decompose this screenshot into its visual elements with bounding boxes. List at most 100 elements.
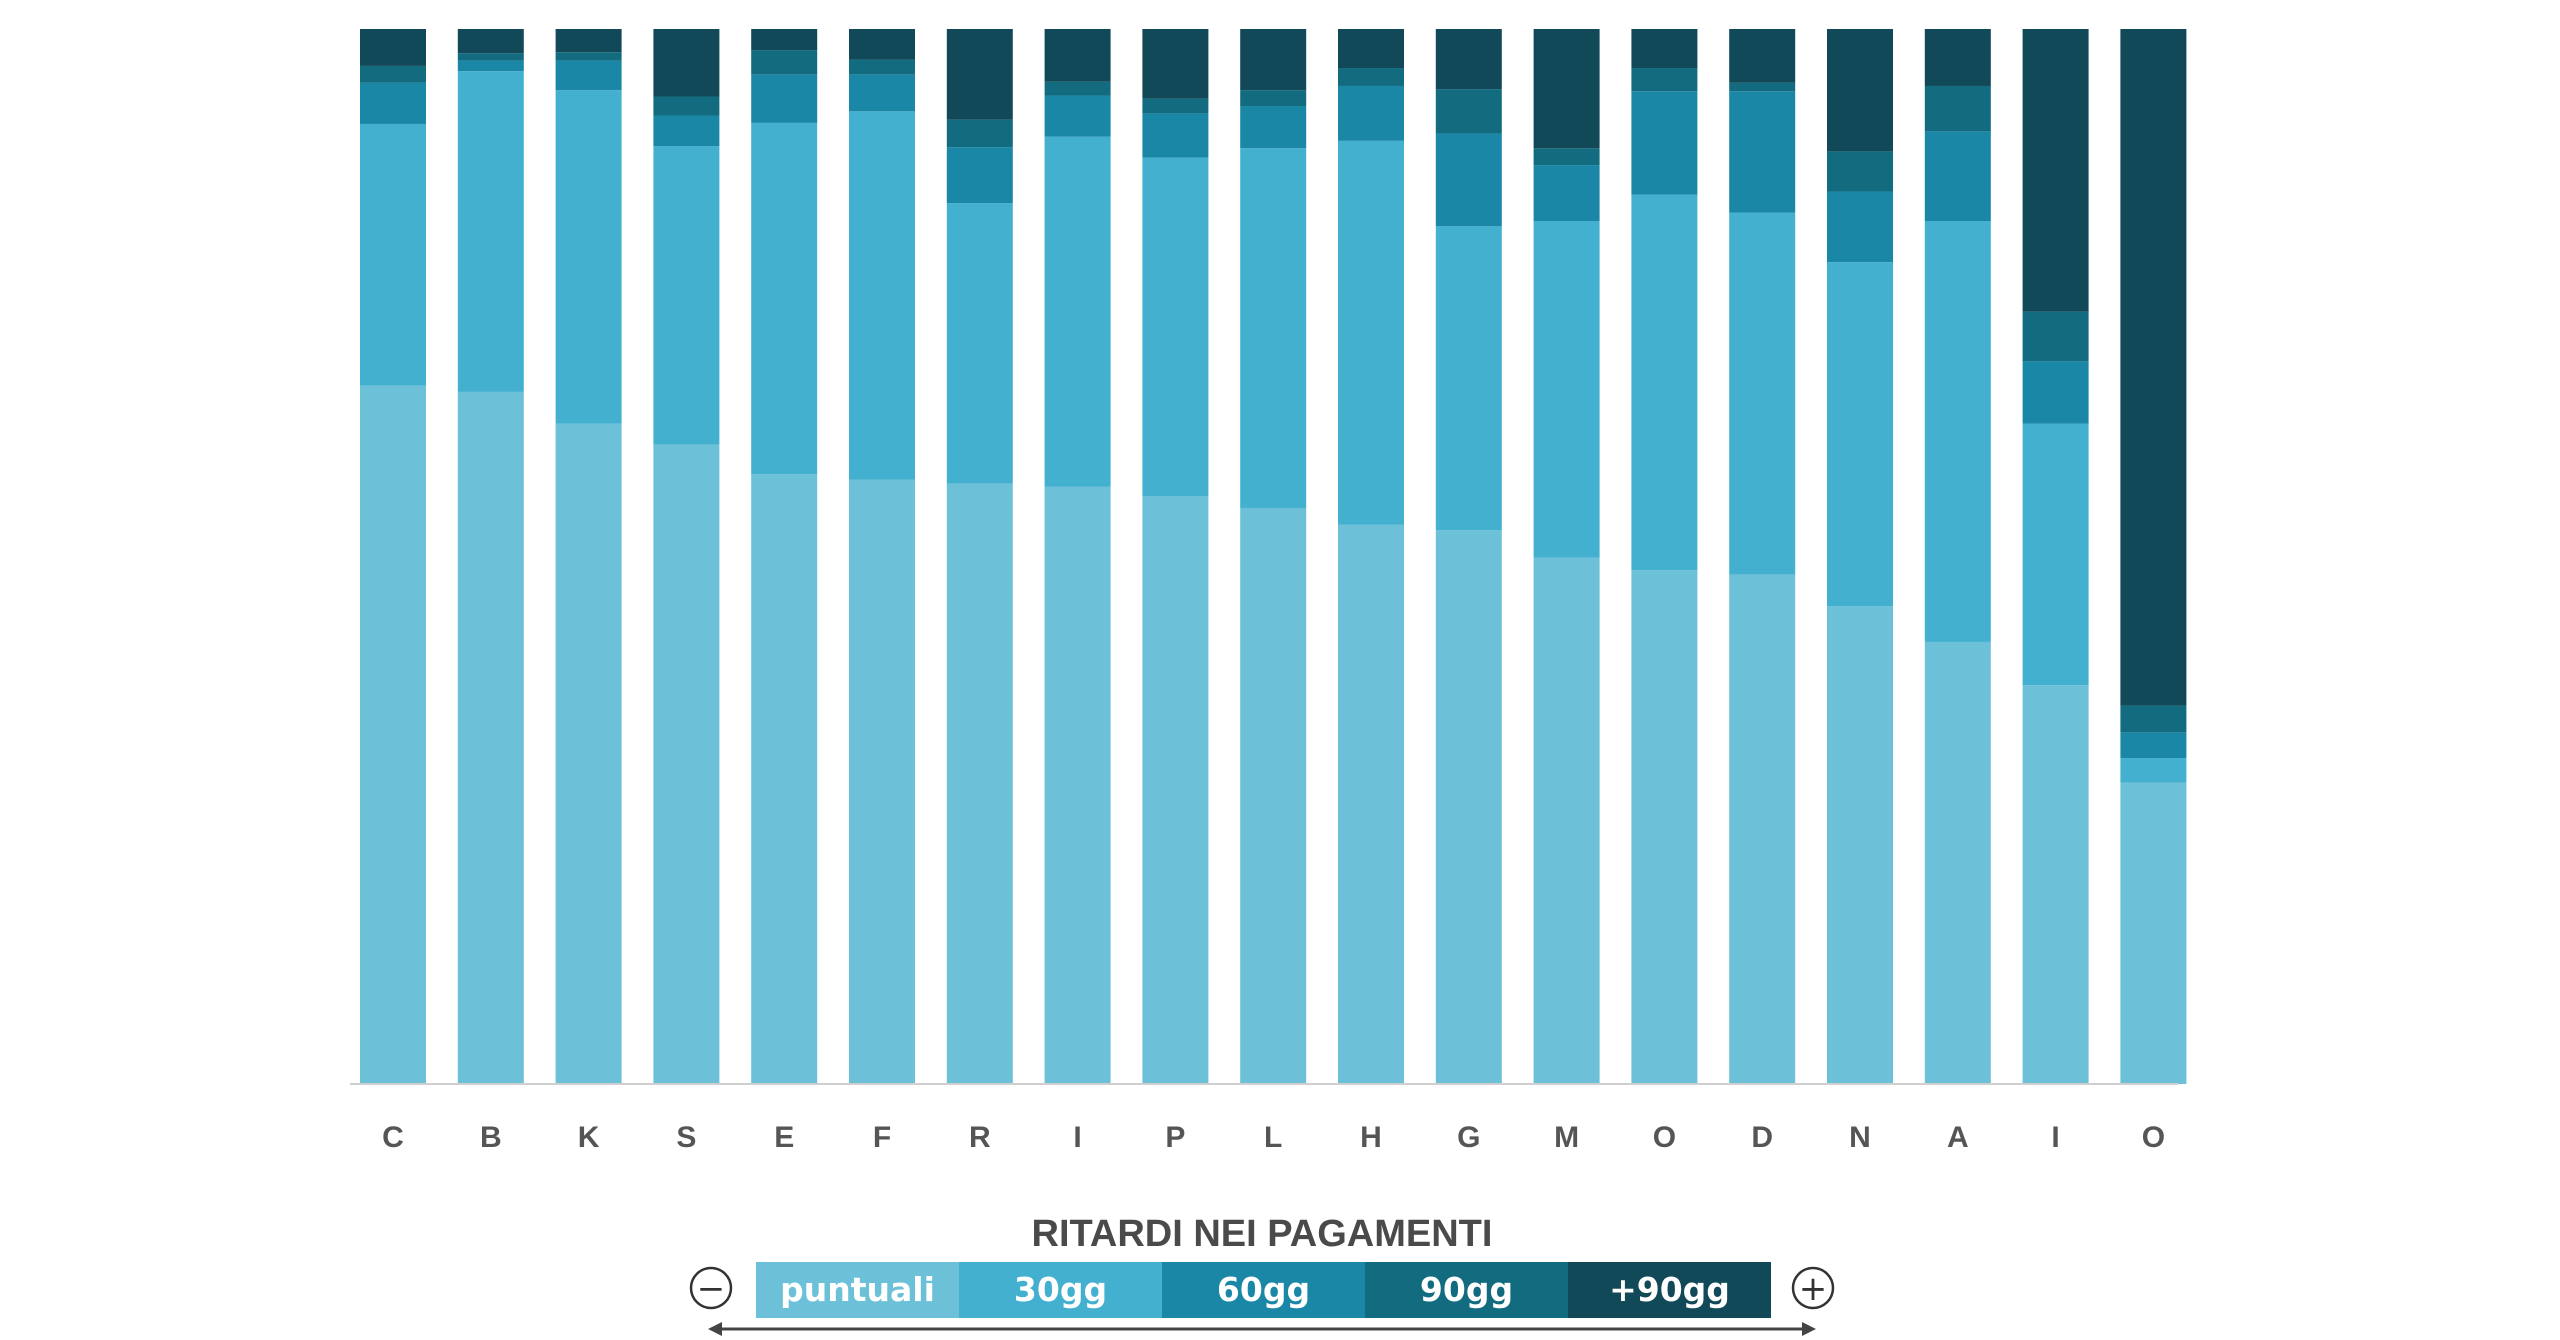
legend-title: RITARDI NEI PAGAMENTI <box>1032 1213 1493 1255</box>
double-arrow-icon <box>708 1322 1816 1336</box>
bar-segment-3-0 <box>653 444 720 1084</box>
bar-segment-3-3 <box>653 96 720 116</box>
bar-segment-5-3 <box>849 59 915 75</box>
plus-icon: + <box>1791 1266 1835 1310</box>
bar-segment-4-3 <box>751 50 818 75</box>
x-tick-label: E <box>774 1121 794 1154</box>
bar-segment-9-2 <box>1240 106 1307 149</box>
bar-segment-4-4 <box>751 29 818 51</box>
bar-segment-8-1 <box>1142 157 1209 497</box>
legend-items: puntuali 30gg 60gg 90gg +90gg <box>756 1262 1771 1318</box>
bar-segment-18-3 <box>2120 705 2187 733</box>
x-tick-label: K <box>578 1121 600 1154</box>
x-tick-label: C <box>382 1121 404 1154</box>
bar-segment-9-0 <box>1240 507 1307 1085</box>
x-tick-label: S <box>676 1121 696 1154</box>
legend-swatch-2 <box>1162 1262 1365 1318</box>
bar-segment-11-3 <box>1435 89 1502 134</box>
bar-segment-7-0 <box>1044 486 1111 1084</box>
bar-segment-9-4 <box>1240 29 1307 91</box>
bar-segment-8-4 <box>1142 29 1209 99</box>
x-tick-label: R <box>969 1121 991 1154</box>
bar-segment-6-2 <box>946 147 1013 204</box>
bar-segment-16-0 <box>1924 641 1991 1084</box>
bar-segment-1-4 <box>457 29 524 54</box>
x-tick-label: P <box>1165 1121 1185 1154</box>
bar-segment-17-2 <box>2022 361 2089 424</box>
bar-segment-12-4 <box>1533 29 1600 149</box>
bar-segment-6-4 <box>946 29 1013 120</box>
bar-segment-7-1 <box>1044 136 1111 487</box>
bar-segment-4-0 <box>751 474 818 1085</box>
bar-segment-12-0 <box>1533 557 1600 1084</box>
bar-segment-2-0 <box>555 423 622 1084</box>
bar-segment-3-1 <box>653 146 720 445</box>
bar-segment-6-1 <box>946 203 1013 484</box>
bar-segment-13-3 <box>1631 68 1698 92</box>
x-tick-label: I <box>1073 1121 1081 1154</box>
x-tick-label: G <box>1457 1121 1480 1154</box>
bar-segment-7-2 <box>1044 95 1111 137</box>
legend-swatch-0 <box>756 1262 959 1318</box>
bar-segment-13-4 <box>1631 29 1698 69</box>
legend-swatch-3 <box>1365 1262 1568 1318</box>
bar-segment-1-0 <box>457 391 524 1084</box>
bar-segment-1-1 <box>457 71 524 392</box>
x-tick-label: H <box>1360 1121 1382 1154</box>
x-tick-label: B <box>480 1121 502 1154</box>
x-tick-label: O <box>2142 1121 2165 1154</box>
bar-segment-1-2 <box>457 60 524 72</box>
minus-icon: − <box>689 1266 733 1310</box>
bar-segment-17-0 <box>2022 685 2089 1084</box>
bar-segment-6-0 <box>946 483 1013 1085</box>
x-tick-label: D <box>1751 1121 1773 1154</box>
bar-segment-0-2 <box>360 82 426 124</box>
bar-segment-13-2 <box>1631 91 1698 195</box>
legend-label-3: 90gg <box>1420 1270 1513 1309</box>
bar-segment-3-4 <box>653 29 720 97</box>
bar-segment-16-4 <box>1924 29 1991 86</box>
bar-segment-16-3 <box>1924 85 1991 132</box>
legend-label-0: puntuali <box>780 1270 935 1309</box>
bar-segment-4-2 <box>751 74 818 123</box>
minus-symbol: − <box>697 1269 726 1309</box>
bar-segment-3-2 <box>653 115 720 147</box>
bar-segment-10-0 <box>1338 524 1404 1084</box>
bar-segment-0-1 <box>360 123 426 386</box>
legend: RITARDI NEI PAGAMENTI puntuali 30gg 60gg 90… <box>689 1213 1835 1336</box>
bar-segment-14-0 <box>1729 574 1796 1084</box>
bar-segment-13-1 <box>1631 194 1698 571</box>
legend-label-4: +90gg <box>1609 1270 1730 1309</box>
bar-segment-13-0 <box>1631 570 1698 1084</box>
bar-segment-5-4 <box>849 29 915 60</box>
bar-segment-5-2 <box>849 74 915 112</box>
bar-segment-7-3 <box>1044 81 1111 96</box>
bar-segment-17-3 <box>2022 311 2089 362</box>
bar-segment-9-1 <box>1240 148 1307 508</box>
bar-segment-15-4 <box>1827 29 1893 152</box>
bar-segment-2-2 <box>555 60 622 91</box>
x-tick-label: N <box>1849 1121 1871 1154</box>
bar-segment-14-4 <box>1729 29 1796 83</box>
x-tick-label: L <box>1264 1121 1282 1154</box>
bar-segment-17-1 <box>2022 423 2089 686</box>
bar-segment-15-2 <box>1827 191 1893 263</box>
x-tick-label: M <box>1554 1121 1579 1154</box>
x-tick-label: O <box>1653 1121 1676 1154</box>
bar-segment-2-3 <box>555 52 622 61</box>
bar-segment-5-1 <box>849 111 915 480</box>
legend-label-1: 30gg <box>1014 1270 1107 1309</box>
bar-segment-8-2 <box>1142 113 1209 158</box>
bar-segment-18-2 <box>2120 732 2187 759</box>
bar-segment-11-1 <box>1435 226 1502 531</box>
bar-segment-11-4 <box>1435 29 1502 90</box>
bar-segment-14-3 <box>1729 82 1796 92</box>
bar-segment-10-2 <box>1338 85 1404 141</box>
legend-swatch-1 <box>959 1262 1162 1318</box>
plus-symbol: + <box>1799 1269 1828 1309</box>
bar-segment-10-4 <box>1338 29 1404 69</box>
bar-segment-17-4 <box>2022 29 2089 312</box>
bar-segment-14-2 <box>1729 91 1796 213</box>
bar-segment-0-3 <box>360 65 426 83</box>
